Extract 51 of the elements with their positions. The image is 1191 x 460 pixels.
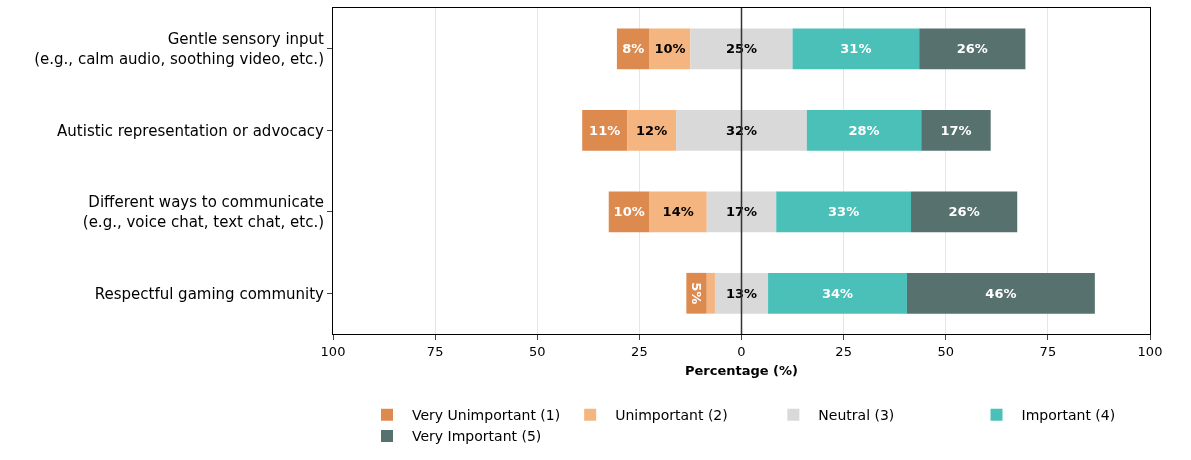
bar [582,109,628,151]
legend-label: Very Unimportant (1) [412,407,561,424]
legend-label: Important (4) [1021,407,1116,424]
x-tick-label: 75 [426,343,444,359]
x-tick-label: 100 [320,343,346,359]
bar [706,272,715,314]
data-label: 8% [622,41,645,57]
bar [906,272,1095,314]
bar [706,191,777,233]
x-tick-label: 0 [737,343,746,359]
bar [919,28,1026,70]
y-tick-label: Respectful gaming community [94,284,325,303]
x-tick-label: 25 [835,343,852,359]
bar [627,109,677,151]
y-tick-label: Different ways to communicate (e.g., voice chat, text chat, etc.) [82,193,324,231]
data-label: 14% [662,204,694,220]
bar [806,109,922,151]
y-tick-label: Gentle sensory input (e.g., calm audio, soothing video, etc.) [34,30,325,68]
data-label: 10% [654,41,686,57]
data-label: 33% [828,204,860,220]
legend-label: Neutral (3) [818,407,895,424]
bar [649,191,707,233]
x-tick-label: 50 [937,343,955,359]
legend-label: Very Important (5) [412,428,542,445]
data-label: 5% [689,282,705,305]
data-label: 34% [821,285,854,301]
bar [676,109,807,151]
x-axis-title: Percentage (%) [684,363,799,379]
data-label: 26% [948,204,980,220]
data-label: 31% [840,41,872,57]
x-tick-label: 75 [1039,343,1057,359]
data-label: 17% [940,122,972,138]
bar [608,191,650,233]
bar [690,28,793,70]
y-tick-label: Autistic representation or advocacy [57,121,325,140]
data-label: 12% [636,122,668,138]
bar [921,109,991,151]
bar [616,28,650,70]
x-tick-label: 50 [528,343,546,359]
legend-label: Unimportant (2) [615,407,728,424]
bar [776,191,912,233]
data-label: 26% [956,41,988,57]
data-label: 46% [985,285,1017,301]
data-label: 11% [589,122,621,138]
bar [911,191,1018,233]
data-label: 28% [848,122,880,138]
x-tick-label: 25 [631,343,648,359]
bar [768,272,907,314]
x-tick-label: 100 [1137,343,1163,359]
data-label: 10% [613,204,645,220]
bar [792,28,920,70]
